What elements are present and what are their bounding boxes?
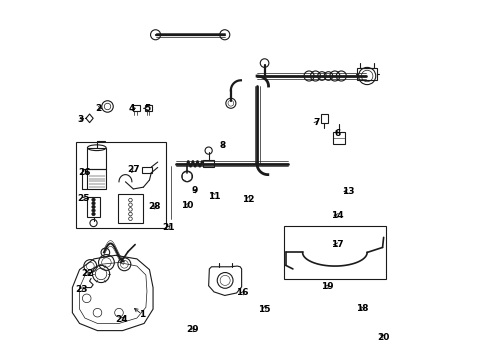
Text: 27: 27 — [127, 166, 140, 175]
Bar — [86, 197, 100, 217]
Bar — [142, 167, 152, 173]
Circle shape — [128, 198, 132, 202]
Text: 19: 19 — [320, 282, 333, 291]
Text: 8: 8 — [220, 141, 225, 150]
Circle shape — [92, 212, 95, 216]
Circle shape — [128, 208, 132, 211]
Text: 14: 14 — [330, 211, 343, 220]
Circle shape — [92, 202, 95, 205]
Text: 15: 15 — [258, 305, 270, 314]
Circle shape — [92, 198, 95, 202]
Circle shape — [128, 212, 132, 216]
Text: 24: 24 — [115, 315, 128, 324]
Bar — [320, 114, 328, 123]
Text: 9: 9 — [191, 186, 198, 195]
Text: 5: 5 — [143, 104, 150, 113]
Text: 4: 4 — [128, 104, 135, 113]
Circle shape — [128, 203, 132, 207]
Text: 1: 1 — [139, 310, 145, 319]
Bar — [76, 142, 165, 228]
Text: 12: 12 — [242, 195, 254, 204]
Text: 29: 29 — [186, 325, 199, 334]
Text: 16: 16 — [236, 288, 248, 297]
Text: 25: 25 — [78, 194, 90, 203]
Bar — [132, 105, 140, 111]
Text: 20: 20 — [377, 333, 389, 342]
Text: 28: 28 — [148, 202, 161, 211]
Circle shape — [128, 217, 132, 221]
Text: 6: 6 — [334, 129, 340, 138]
Bar — [144, 105, 152, 111]
Text: 10: 10 — [181, 201, 193, 210]
Bar — [203, 160, 214, 167]
Bar — [87, 169, 106, 189]
Bar — [357, 68, 376, 80]
Bar — [118, 194, 142, 223]
Bar — [87, 148, 106, 169]
Circle shape — [92, 209, 95, 212]
Text: 7: 7 — [312, 118, 319, 127]
Text: 22: 22 — [81, 269, 94, 278]
Text: 3: 3 — [77, 114, 83, 123]
Text: 11: 11 — [207, 192, 220, 201]
Text: 26: 26 — [79, 168, 91, 177]
Text: 2: 2 — [95, 104, 101, 113]
Circle shape — [92, 205, 95, 209]
Text: 17: 17 — [330, 240, 343, 249]
Text: 23: 23 — [75, 285, 87, 294]
Bar — [284, 226, 386, 279]
Text: 18: 18 — [355, 304, 367, 313]
Text: 21: 21 — [162, 223, 174, 232]
Text: 13: 13 — [342, 187, 354, 196]
Bar — [333, 132, 344, 144]
